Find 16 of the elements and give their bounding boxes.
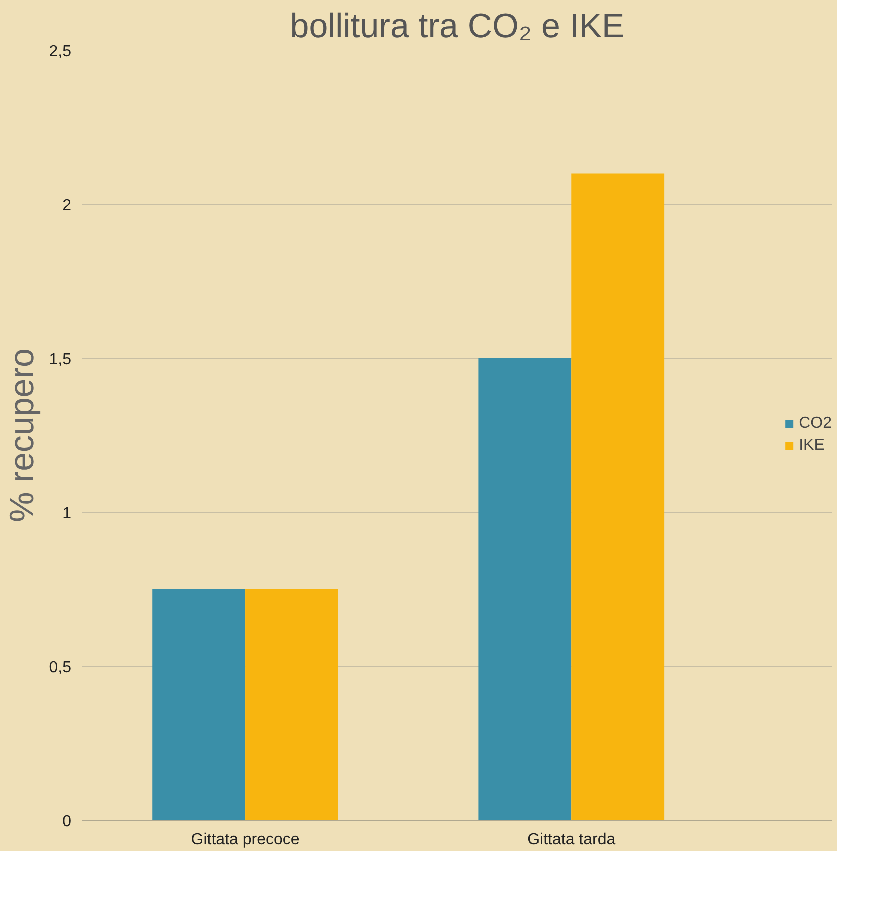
bar [152,590,246,820]
legend-label: CO2 [799,415,832,433]
y-tick-label: 1 [62,506,72,522]
y-tick-label: 2,5 [49,44,72,60]
chart-title: bollitura tra CO₂ e IKE [290,8,625,46]
bar [478,358,572,820]
y-tick-label: 2 [62,198,72,214]
y-tick-label: 0 [62,814,72,830]
legend-label: IKE [799,437,825,455]
x-tick-label: Gittata tarda [528,832,616,848]
bar [572,174,665,820]
y-tick-label: 0,5 [49,660,72,676]
bar [246,590,338,820]
x-tick-label: Gittata precoce [191,832,300,848]
y-tick-label: 1,5 [49,352,72,368]
y-axis-title: % recupero [3,348,42,522]
